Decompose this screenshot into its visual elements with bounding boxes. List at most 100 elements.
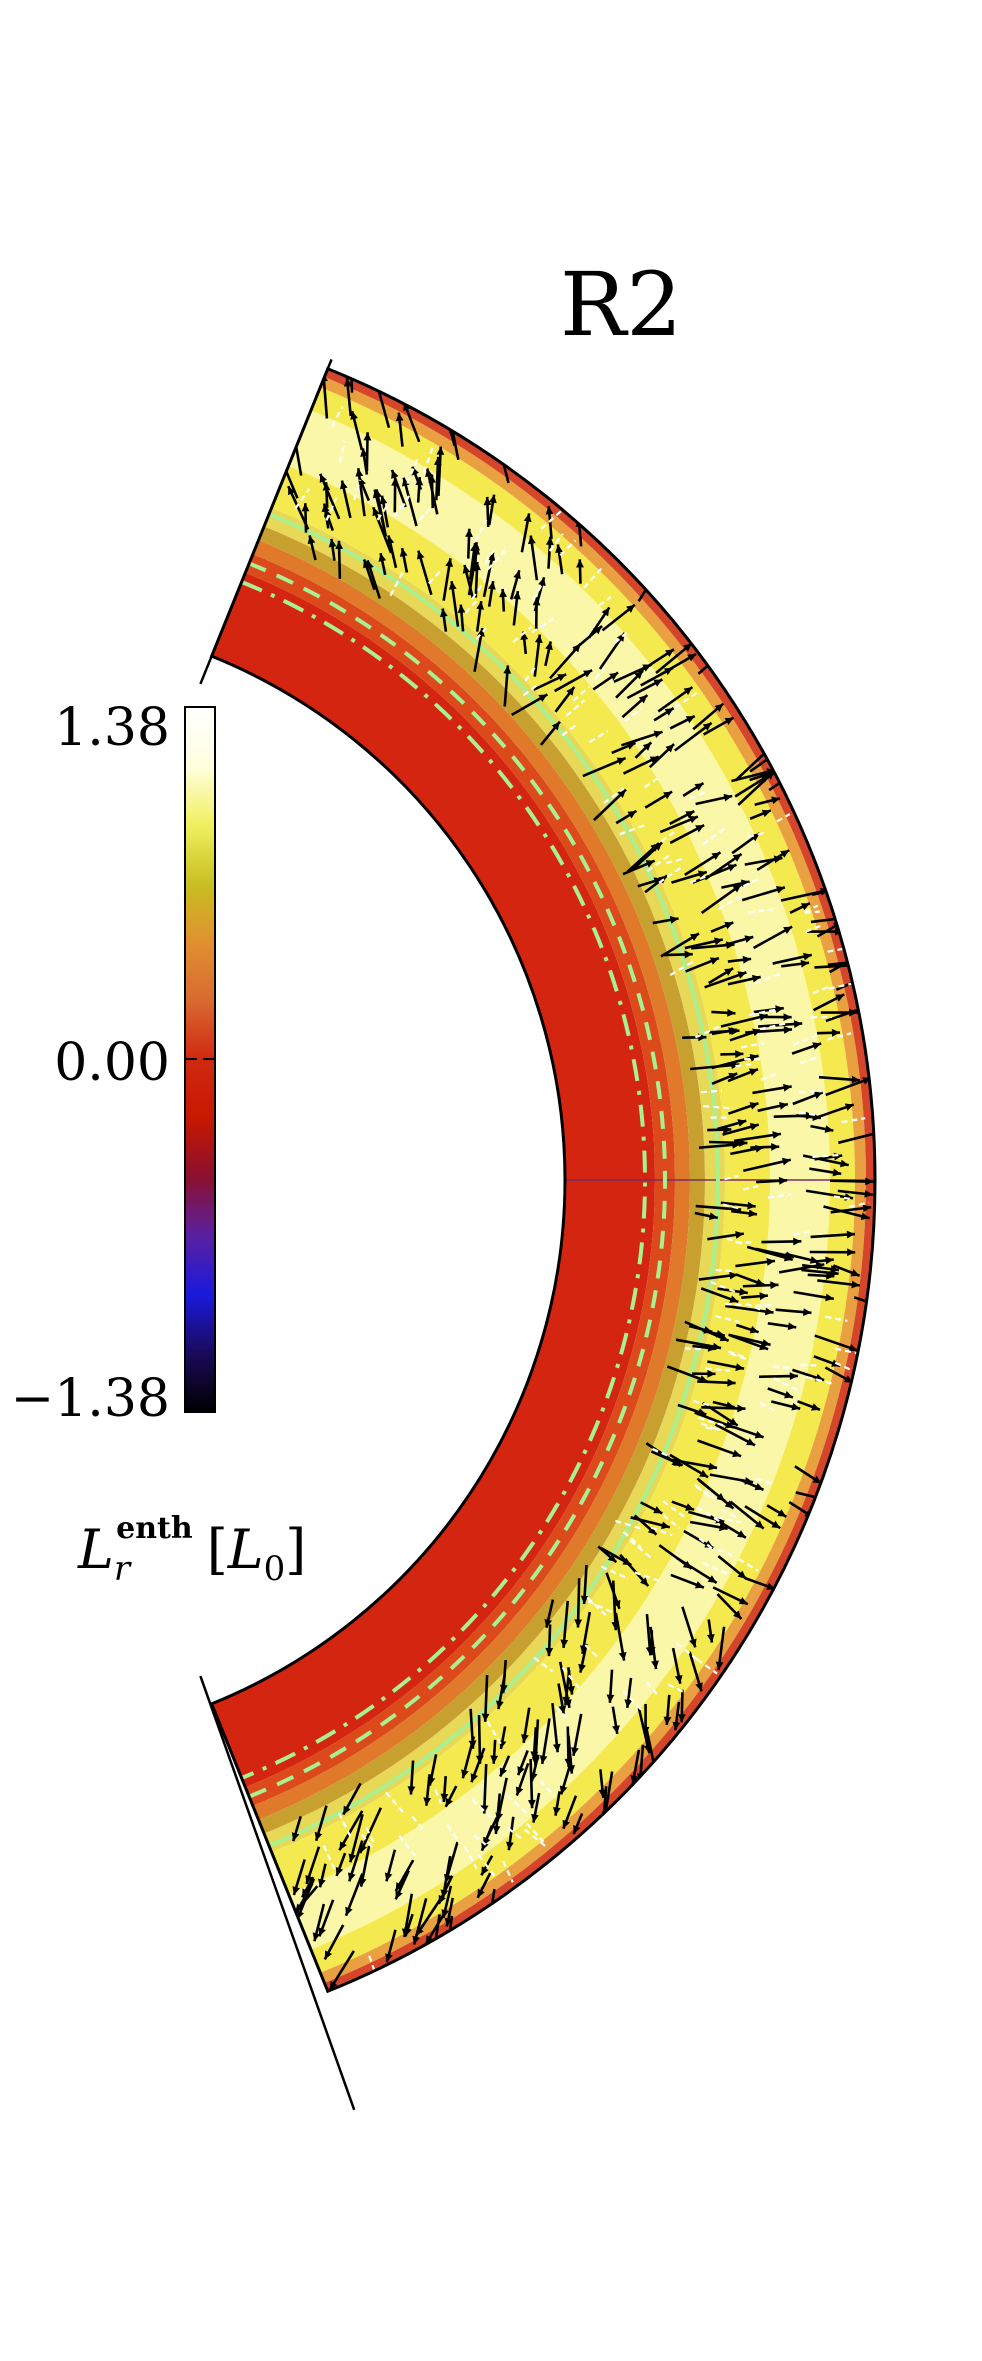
velocity-arrow-head (622, 1557, 632, 1566)
velocity-arrow-head (707, 1343, 717, 1352)
velocity-arrow-head (754, 1144, 764, 1153)
velocity-arrow (560, 1600, 570, 1648)
velocity-arrow-head (343, 1805, 351, 1815)
velocity-arrow (503, 665, 512, 707)
velocity-arrow-head (732, 1449, 742, 1458)
shell-outline (199, 358, 877, 2111)
velocity-arrow (544, 1599, 555, 1629)
velocity-arrow (407, 1760, 416, 1795)
velocity-arrow (416, 550, 433, 596)
velocity-arrow (348, 1814, 364, 1863)
velocity-arrow-head (457, 604, 466, 614)
velocity-arrow (291, 1815, 302, 1842)
velocity-arrow-head (815, 1261, 825, 1270)
velocity-arrow (520, 513, 532, 553)
velocity-arrow-head (488, 494, 497, 504)
velocity-arrow-head (677, 1714, 686, 1723)
velocity-arrow (611, 741, 637, 755)
velocity-arrow-head (441, 1909, 449, 1918)
velocity-arrow-head (749, 1325, 759, 1334)
white-streak (806, 1375, 834, 1385)
velocity-arrow-head (731, 1027, 740, 1036)
velocity-arrow (722, 1122, 760, 1136)
white-streak (689, 791, 706, 800)
velocity-arrow-head (864, 973, 874, 981)
velocity-arrow-head (825, 1256, 834, 1265)
velocity-arrow-head (499, 1767, 508, 1777)
velocity-arrow-head (740, 879, 750, 888)
velocity-arrow-head (825, 1293, 834, 1302)
velocity-arrow (669, 1453, 709, 1479)
velocity-arrow-head (499, 588, 507, 598)
velocity-arrow (672, 1458, 718, 1471)
velocity-arrow-head (386, 535, 395, 545)
velocity-arrow-head (777, 1509, 787, 1517)
white-streak (400, 495, 410, 510)
velocity-arrow-head (732, 884, 742, 893)
white-streak (716, 1516, 741, 1524)
white-streak (486, 1720, 503, 1746)
velocity-arrow (551, 1702, 561, 1753)
velocity-arrow-head (716, 1330, 725, 1338)
velocity-arrow (684, 851, 722, 876)
velocity-arrow-head (653, 730, 663, 739)
velocity-arrow (592, 671, 619, 691)
velocity-arrow (606, 1669, 615, 1703)
velocity-arrow-shaft (690, 1063, 740, 1071)
white-streak (773, 1377, 800, 1392)
white-streak (702, 826, 728, 845)
velocity-arrow-head (503, 665, 512, 674)
colorbar-tick-marks (185, 706, 215, 1413)
white-streak (717, 1548, 733, 1557)
velocity-arrow (545, 505, 554, 539)
velocity-arrow (615, 669, 644, 699)
white-streak (615, 1519, 645, 1531)
velocity-arrow (319, 473, 341, 520)
velocity-arrow (717, 1119, 747, 1131)
white-streak (804, 910, 820, 914)
velocity-arrow-head (759, 1292, 768, 1301)
velocity-arrow (721, 879, 750, 889)
velocity-arrow (342, 1782, 362, 1816)
velocity-arrow-head (747, 1201, 756, 1210)
white-streak (586, 1596, 607, 1616)
white-streak (724, 1174, 739, 1181)
velocity-arrow-head (483, 496, 492, 506)
white-streak (666, 857, 685, 865)
velocity-arrow (754, 796, 781, 806)
velocity-arrow (533, 673, 567, 691)
white-streak (841, 1117, 866, 1124)
velocity-arrow (810, 1230, 856, 1239)
white-streak (743, 1185, 759, 1191)
velocity-arrow (401, 477, 418, 527)
white-streak (475, 627, 487, 641)
velocity-arrow-head (385, 1953, 393, 1963)
velocity-arrow-head (339, 1841, 347, 1851)
white-streak (715, 1268, 735, 1273)
velocity-arrow (567, 1667, 575, 1695)
velocity-arrow-head (439, 608, 448, 618)
white-streak (540, 510, 562, 530)
velocity-arrow-head (752, 1028, 762, 1037)
white-streak (587, 1600, 615, 1614)
velocity-arrow-head (754, 1482, 764, 1491)
velocity-arrow (527, 535, 539, 581)
velocity-arrow-head (697, 870, 707, 879)
velocity-arrow-head (773, 855, 783, 864)
velocity-arrow (750, 1142, 780, 1151)
velocity-arrow (597, 1545, 618, 1564)
velocity-arrow-head (470, 1773, 478, 1783)
velocity-arrow-head (860, 1212, 870, 1221)
velocity-arrow-head (851, 1075, 860, 1084)
velocity-arrow-head (665, 744, 675, 753)
velocity-arrow (355, 468, 366, 517)
velocity-arrow (358, 1807, 383, 1854)
velocity-arrow-head (559, 1785, 568, 1795)
velocity-arrow-head (571, 1747, 579, 1756)
velocity-arrow-head (567, 1685, 575, 1695)
velocity-arrow (670, 1573, 705, 1589)
velocity-arrow-head (685, 811, 695, 819)
white-streak (705, 1367, 731, 1372)
velocity-arrow-head (776, 885, 785, 894)
white-streak (582, 566, 604, 589)
